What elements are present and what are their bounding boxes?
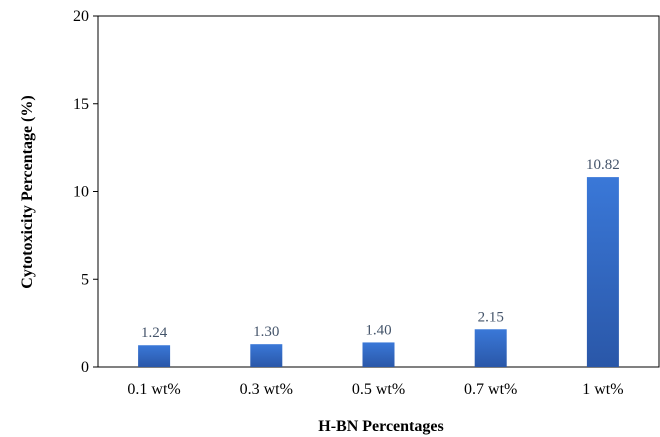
y-tick-label: 15 [73, 96, 89, 113]
bar-series [138, 177, 619, 367]
x-tick-label: 0.7 wt% [464, 381, 517, 398]
bar [474, 329, 507, 367]
data-label: 1.24 [141, 325, 168, 341]
bar [250, 344, 283, 367]
y-tick-label: 10 [73, 184, 89, 201]
data-labels: 1.24 1.30 1.40 2.15 10.82 [141, 157, 620, 341]
x-tick-label: 0.3 wt% [240, 381, 293, 398]
x-tick-label: 1 wt% [582, 381, 623, 398]
y-tick-label: 0 [81, 359, 89, 376]
y-tick-label: 5 [81, 271, 89, 288]
data-label: 10.82 [586, 157, 620, 173]
y-axis: 0 5 10 15 20 [73, 8, 98, 376]
x-tick-label: 0.5 wt% [352, 381, 405, 398]
plot-area [97, 15, 660, 368]
x-axis: 0.1 wt% 0.3 wt% 0.5 wt% 0.7 wt% 1 wt% [127, 381, 623, 398]
plot-border [97, 15, 660, 368]
data-label: 1.40 [365, 322, 391, 338]
data-label: 1.30 [253, 324, 279, 340]
x-axis-title: H-BN Percentages [318, 418, 443, 435]
bar [586, 177, 619, 367]
y-axis-title: Cytotoxicity Percentage (%) [19, 95, 36, 288]
data-label: 2.15 [478, 309, 504, 325]
x-tick-label: 0.1 wt% [127, 381, 180, 398]
bar [362, 342, 395, 367]
y-tick-label: 20 [73, 8, 89, 25]
bar [138, 345, 171, 367]
